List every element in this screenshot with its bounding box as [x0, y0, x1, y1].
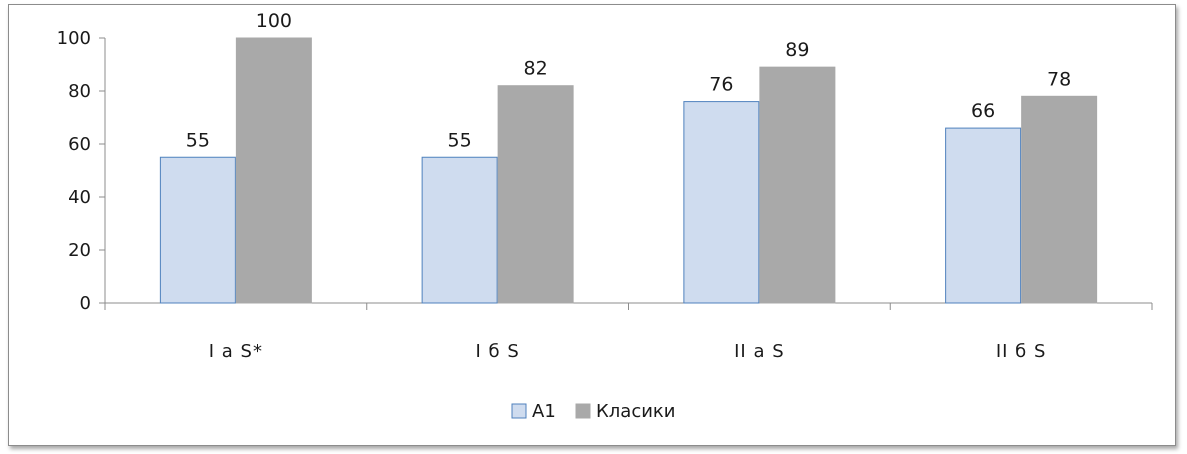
bar	[421, 156, 498, 304]
bar	[759, 66, 836, 304]
data-label: 55	[448, 129, 472, 151]
x-tick-label: I a S*	[209, 341, 263, 362]
y-tick-label: 0	[80, 293, 91, 314]
bar	[497, 85, 574, 304]
legend-label: A1	[532, 401, 556, 422]
legend-swatch	[575, 403, 591, 419]
bar	[683, 101, 760, 304]
bar	[235, 37, 312, 304]
data-label: 89	[785, 39, 809, 61]
y-tick-label: 40	[68, 187, 91, 208]
x-tick-label: II б S	[996, 341, 1047, 362]
y-tick-label: 20	[68, 240, 91, 261]
bar	[159, 156, 236, 304]
data-label: 82	[524, 58, 548, 80]
x-tick-label: II a S	[734, 341, 785, 362]
y-tick-label: 60	[68, 134, 91, 155]
legend: A1 Класики	[511, 401, 675, 422]
y-tick-label: 100	[57, 28, 91, 49]
x-tick-label: I б S	[475, 341, 519, 362]
legend-swatch	[511, 403, 527, 419]
data-label: 66	[971, 100, 995, 122]
bar	[1021, 95, 1098, 304]
data-label: 100	[256, 10, 292, 32]
data-label: 78	[1047, 68, 1071, 90]
data-label: 76	[709, 74, 733, 96]
y-tick-label: 80	[68, 81, 91, 102]
legend-label: Класики	[596, 401, 675, 422]
data-labels: 55 100 55 82 76 89 66 78	[186, 10, 1071, 151]
data-label: 55	[186, 129, 210, 151]
bars	[159, 37, 1098, 304]
bar	[945, 127, 1022, 304]
